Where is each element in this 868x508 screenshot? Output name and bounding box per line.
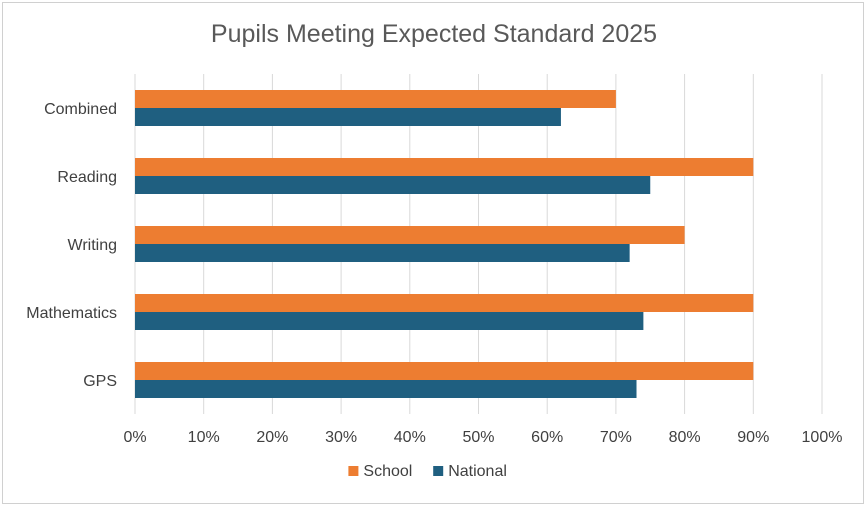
category-label: GPS	[83, 373, 117, 390]
bar-national-reading	[135, 176, 651, 194]
bar-national-gps	[135, 380, 637, 398]
legend-swatch	[348, 466, 359, 476]
x-tick-label: 60%	[531, 429, 563, 446]
x-tick-label: 10%	[188, 429, 220, 446]
x-tick-label: 80%	[669, 429, 701, 446]
x-tick-label: 20%	[256, 429, 288, 446]
x-tick-label: 70%	[600, 429, 632, 446]
legend: School National	[348, 463, 507, 480]
category-label: Mathematics	[26, 305, 117, 322]
bar-national-combined	[135, 108, 561, 126]
bar-school-mathematics	[135, 294, 754, 312]
category-label: Writing	[68, 237, 118, 254]
x-tick-label: 50%	[462, 429, 494, 446]
legend-label: School	[363, 463, 412, 480]
x-tick-labels: 0% 10% 20% 30% 40% 50% 60% 70% 80% 90% 100%	[123, 429, 842, 446]
bar-national-mathematics	[135, 312, 644, 330]
bar-school-combined	[135, 90, 616, 108]
bar-school-reading	[135, 158, 754, 176]
x-tick-label: 100%	[802, 429, 843, 446]
bars	[135, 90, 754, 398]
chart-title: Pupils Meeting Expected Standard 2025	[211, 20, 657, 48]
category-label: Combined	[44, 101, 117, 118]
x-tick-label: 40%	[394, 429, 426, 446]
x-tick-label: 30%	[325, 429, 357, 446]
bar-school-gps	[135, 362, 754, 380]
category-labels: Combined Reading Writing Mathematics GPS	[26, 101, 117, 390]
category-label: Reading	[57, 169, 117, 186]
x-tick-label: 90%	[737, 429, 769, 446]
legend-label: National	[448, 463, 507, 480]
legend-swatch	[433, 466, 444, 476]
bar-national-writing	[135, 244, 630, 262]
bar-school-writing	[135, 226, 685, 244]
x-tick-label: 0%	[123, 429, 146, 446]
